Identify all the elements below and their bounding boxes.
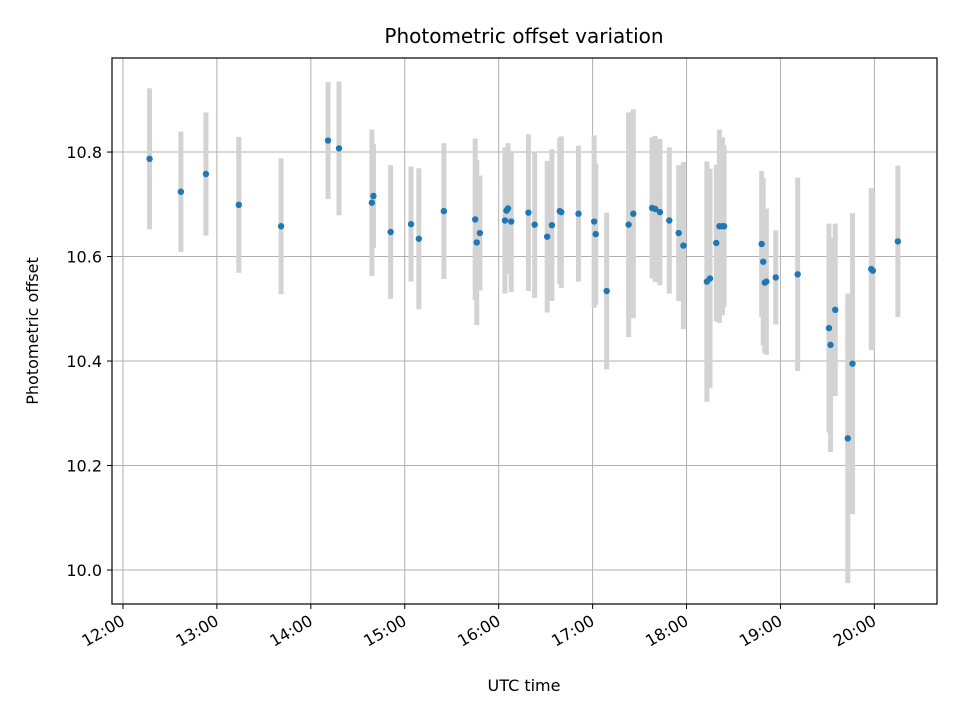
data-point	[625, 221, 632, 228]
plot-frame	[111, 57, 938, 605]
data-point	[869, 267, 877, 274]
data-point	[603, 287, 610, 295]
data-point	[525, 209, 532, 216]
data-point	[548, 221, 556, 229]
data-point	[407, 220, 415, 228]
data-point	[772, 274, 779, 281]
data-point	[504, 205, 512, 212]
data-point	[590, 218, 598, 225]
data-point	[760, 258, 767, 265]
data-point	[368, 199, 376, 206]
chart-title: Photometric offset variation	[384, 24, 663, 48]
data-point	[894, 238, 902, 245]
data-point	[177, 188, 185, 195]
data-point	[794, 271, 801, 278]
data-point	[277, 223, 285, 230]
y-tick-label: 10.2	[66, 457, 102, 476]
data-point	[235, 201, 243, 209]
data-point	[832, 306, 839, 314]
data-point	[849, 360, 856, 367]
data-point	[202, 170, 210, 178]
y-tick-label: 10.0	[66, 561, 102, 580]
data-point	[471, 216, 479, 223]
data-point	[844, 435, 851, 442]
y-tick-label: 10.8	[66, 143, 102, 162]
data-point	[387, 228, 394, 236]
data-point	[758, 240, 765, 248]
data-point	[825, 324, 833, 332]
data-point	[473, 239, 480, 246]
data-point	[146, 155, 153, 163]
data-point	[335, 145, 343, 152]
y-tick-label: 10.6	[66, 248, 102, 267]
x-axis-label: UTC time	[488, 676, 561, 695]
data-point	[507, 218, 515, 225]
data-point	[370, 192, 377, 200]
data-point	[501, 217, 509, 224]
data-point	[713, 239, 720, 247]
data-point	[476, 229, 484, 237]
data-point	[706, 275, 714, 282]
data-point	[324, 137, 332, 144]
y-axis-label: Photometric offset	[23, 257, 42, 405]
data-point	[558, 208, 565, 216]
data-points	[146, 137, 902, 442]
data-point	[440, 207, 448, 215]
data-point	[415, 235, 423, 242]
data-point	[656, 208, 664, 216]
data-point	[575, 210, 582, 217]
data-point	[531, 221, 538, 228]
data-point	[763, 278, 770, 285]
data-point	[543, 233, 551, 240]
data-point	[827, 341, 834, 349]
data-point	[680, 242, 687, 249]
data-point	[675, 229, 682, 237]
data-point	[666, 217, 673, 224]
data-point	[630, 210, 637, 217]
data-point	[592, 230, 599, 238]
y-tick-label: 10.4	[66, 352, 102, 371]
data-point	[720, 223, 728, 230]
data-point	[652, 205, 659, 213]
